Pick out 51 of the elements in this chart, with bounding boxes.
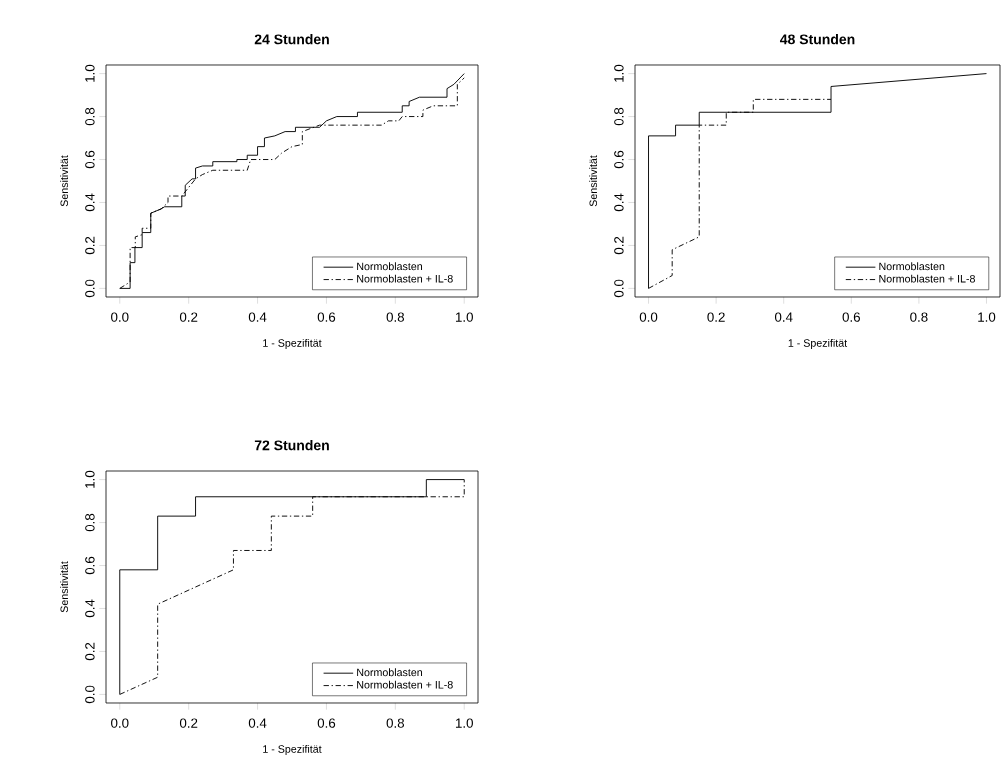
chart-title: 48 Stunden — [779, 34, 855, 45]
x-tick-label: 0.2 — [707, 312, 725, 322]
y-tick-label: 0.6 — [85, 150, 95, 169]
x-tick-label: 0.2 — [179, 312, 198, 322]
x-tick-label: 0.0 — [639, 312, 658, 322]
legend-label: Normoblasten — [879, 262, 945, 271]
x-tick-label: 0.8 — [386, 312, 405, 322]
y-tick-label: 0.8 — [85, 107, 95, 126]
legend-label: Normoblasten + IL-8 — [879, 274, 975, 283]
x-tick-label: 0.2 — [179, 718, 198, 728]
y-tick-label: 0.4 — [85, 193, 95, 212]
y-axis-title: Sensitivität — [589, 155, 598, 207]
x-axis-title: 1 - Spezifität — [263, 338, 322, 349]
x-tick-label: 0.4 — [248, 312, 267, 322]
y-tick-label: 1.0 — [85, 64, 95, 82]
y-tick-label: 0.6 — [85, 556, 95, 575]
y-tick-label: 1.0 — [614, 64, 624, 82]
chart-title: 24 Stunden — [254, 34, 329, 45]
x-tick-label: 0.0 — [111, 718, 129, 728]
y-axis-title: Sensitivität — [60, 561, 69, 613]
legend-label: Normoblasten + IL-8 — [357, 680, 453, 689]
x-tick-label: 0.6 — [317, 718, 336, 728]
x-tick-label: 0.8 — [910, 312, 928, 322]
y-tick-label: 0.6 — [614, 150, 624, 169]
y-tick-label: 0.4 — [85, 599, 95, 618]
x-tick-label: 0.6 — [842, 312, 860, 322]
y-tick-label: 0.2 — [85, 642, 95, 661]
x-tick-label: 0.8 — [386, 718, 405, 728]
y-tick-label: 0.8 — [85, 513, 95, 532]
x-axis-title: 1 - Spezifität — [263, 744, 322, 755]
y-tick-label: 0.2 — [614, 236, 624, 255]
y-tick-label: 0.4 — [614, 193, 624, 212]
y-tick-label: 0.8 — [614, 107, 624, 126]
x-tick-label: 0.4 — [248, 718, 267, 728]
legend-label: Normoblasten + IL-8 — [357, 274, 453, 283]
x-tick-label: 0.4 — [774, 312, 793, 322]
x-tick-label: 1.0 — [455, 718, 473, 728]
legend-label: Normoblasten — [357, 262, 423, 271]
chart-title: 72 Stunden — [254, 440, 329, 451]
y-tick-label: 0.0 — [85, 279, 95, 298]
x-tick-label: 1.0 — [978, 312, 996, 322]
y-tick-label: 1.0 — [85, 470, 95, 488]
y-tick-label: 0.0 — [614, 279, 624, 298]
x-tick-label: 0.6 — [317, 312, 336, 322]
y-axis-title: Sensitivität — [60, 155, 69, 207]
y-tick-label: 0.0 — [85, 685, 95, 704]
y-tick-label: 0.2 — [85, 236, 95, 255]
x-tick-label: 1.0 — [455, 312, 473, 322]
legend-label: Normoblasten — [357, 668, 423, 677]
x-axis-title: 1 - Spezifität — [788, 338, 848, 349]
x-tick-label: 0.0 — [111, 312, 129, 322]
